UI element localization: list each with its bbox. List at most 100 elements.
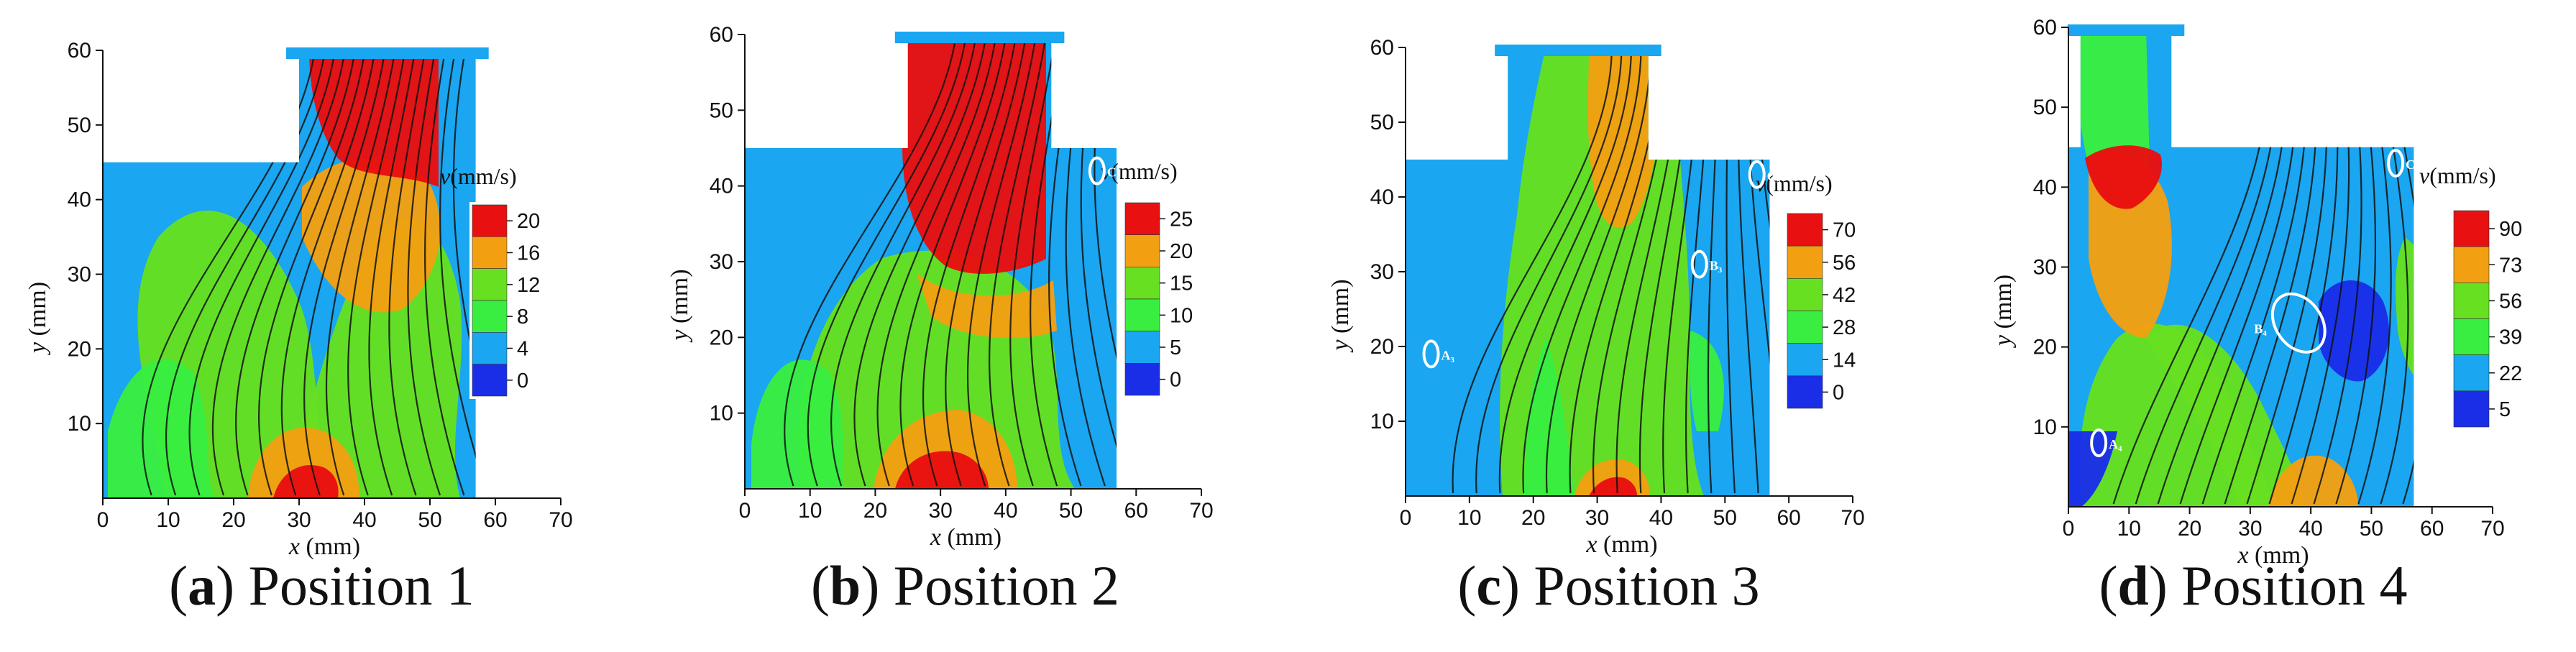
streamline (235, 55, 355, 496)
streamline (784, 40, 956, 487)
colorbar-label: 73 (2499, 254, 2522, 277)
x-tick-label: 10 (1457, 506, 1481, 530)
streamline (1475, 52, 1623, 494)
x-axis-label: x (mm) (930, 524, 1001, 551)
vortex-marker (1422, 339, 1440, 369)
colorbar-label: 56 (2499, 290, 2522, 313)
y-axis-unit: (mm) (666, 269, 693, 329)
x-tick-label: 0 (97, 508, 109, 532)
velocity-field (1406, 47, 1770, 496)
x-tick-label: 0 (2063, 517, 2075, 541)
caption-letter: a (188, 554, 216, 617)
y-tick-label: 40 (2033, 175, 2057, 199)
colorbar-swatch (2453, 354, 2490, 392)
x-tick-label: 10 (156, 508, 180, 532)
streamline (347, 55, 405, 496)
colorbar-swatch (1124, 234, 1160, 267)
colorbar-label: 15 (1170, 272, 1193, 295)
x-tick-label: 20 (221, 508, 245, 532)
streamline (922, 40, 1017, 487)
streamline (188, 55, 335, 496)
x-tick-label: 70 (2480, 517, 2504, 541)
y-axis-var: y (1327, 339, 1354, 353)
velocity-contour (751, 359, 845, 489)
velocity-contour (895, 451, 989, 489)
colorbar-label: 5 (1170, 336, 1181, 359)
inlet-flange (286, 47, 489, 59)
streamline (1498, 52, 1632, 494)
caption-letter: c (1476, 554, 1501, 617)
colorbar-label: 39 (2499, 326, 2522, 349)
streamline (807, 40, 966, 487)
colorbar-swatch (2453, 390, 2490, 428)
x-tick-label: 60 (483, 508, 507, 532)
y-tick-label: 10 (68, 412, 91, 436)
y-tick-label: 20 (2033, 336, 2057, 359)
figure-panel-c: 0 10 20 30 40 50 60 70 10 20 30 40 50 60 x (mm) y (mm) v… (1287, 0, 1930, 652)
colorbar-var: v (440, 163, 451, 189)
x-tick-label: 60 (2420, 517, 2444, 541)
colorbar-label: 70 (1833, 219, 1856, 242)
streamline (368, 55, 416, 496)
colorbar-label: 0 (1833, 381, 1844, 404)
vortex-label: C₃ (1767, 169, 1781, 183)
velocity-field (103, 50, 476, 498)
colorbar-label: 5 (2499, 398, 2511, 421)
caption-text: Position 3 (1519, 554, 1760, 617)
caption-text: Position 2 (879, 554, 1120, 617)
y-axis-unit: (mm) (1327, 279, 1354, 339)
x-axis-var: x (288, 533, 300, 560)
streamline (1522, 52, 1642, 494)
caption-c: (c) Position 3 (1457, 554, 1760, 617)
streamline (407, 55, 441, 496)
streamline (165, 55, 325, 496)
x-tick-label: 0 (1400, 506, 1412, 530)
colorbar-unit: (mm/s) (1766, 170, 1832, 196)
velocity-contour (2268, 455, 2358, 507)
streamline (388, 55, 425, 496)
colorbar-label: 8 (517, 306, 528, 329)
streamline (966, 40, 1036, 487)
colorbar-var: v (2419, 162, 2430, 188)
y-axis-label: y (mm) (1990, 275, 2017, 348)
y-axis-unit: (mm) (1990, 275, 2017, 335)
x-axis-unit: (mm) (941, 524, 1001, 551)
velocity-contour (302, 157, 441, 313)
x-axis-unit: (mm) (300, 533, 360, 560)
y-tick-label: 10 (2033, 415, 2057, 439)
x-tick-label: 0 (739, 499, 751, 523)
vortex-label: B₃ (1710, 259, 1723, 273)
colorbar-swatch (472, 237, 508, 269)
colorbar-label: 25 (1170, 208, 1193, 231)
y-tick-label: 10 (710, 402, 733, 426)
colorbar-label: 0 (1170, 369, 1181, 392)
colorbar-swatch (2453, 210, 2490, 247)
colorbar-label: 22 (2499, 362, 2522, 385)
colorbar-swatch (472, 364, 508, 397)
caption-d: (d) Position 4 (2099, 554, 2408, 617)
colorbar-swatch (472, 204, 508, 237)
y-tick-label: 30 (1370, 260, 1394, 284)
y-axis-var: y (1990, 334, 2017, 348)
streamline (876, 40, 996, 487)
x-tick-label: 40 (1649, 506, 1673, 530)
x-axis-var: x (1585, 531, 1597, 558)
vortex-label: B₄ (2254, 321, 2267, 336)
y-axis-label: y (mm) (1327, 279, 1354, 352)
y-axis-unit: (mm) (24, 282, 51, 342)
x-axis-label: x (mm) (1585, 531, 1657, 558)
x-tick-label: 50 (418, 508, 441, 532)
vortex-label: C₄ (2406, 157, 2419, 172)
figure-panel-d: 0 10 20 30 40 50 60 70 10 20 30 40 50 60 x (mm) y (mm) v… (1930, 0, 2576, 652)
velocity-contour (1587, 47, 1661, 228)
streamline (989, 40, 1046, 487)
colorbar-label: 90 (2499, 218, 2522, 241)
colorbar-swatch (1124, 298, 1160, 331)
colorbar-title: v(mm/s) (2419, 162, 2496, 188)
colorbar-swatch (1787, 375, 1823, 409)
streamline (830, 40, 976, 487)
x-tick-label: 30 (928, 499, 952, 523)
x-tick-label: 60 (1124, 499, 1148, 523)
figure-panel-a: 0 10 20 30 40 50 60 70 10 20 30 40 50 60 x (mm) y (mm) v… (0, 0, 643, 652)
